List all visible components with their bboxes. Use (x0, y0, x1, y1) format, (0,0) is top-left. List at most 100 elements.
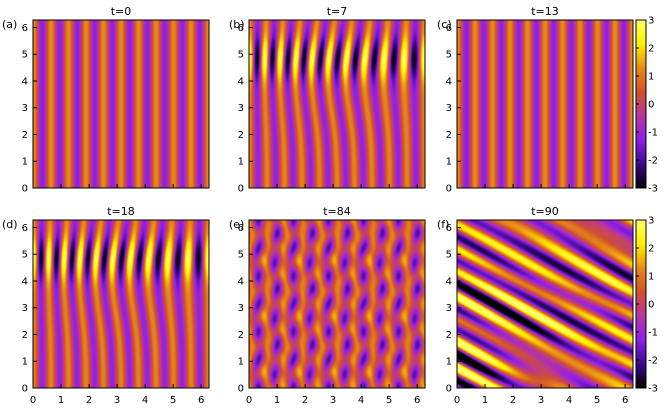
panel-title: t=13 (531, 5, 559, 18)
x-tick-label: 3 (538, 395, 544, 406)
y-tick-label: 5 (238, 50, 244, 61)
plot-frame (248, 19, 426, 189)
y-tick-label: 6 (22, 223, 28, 234)
colorbar-tick-label: -1 (648, 128, 658, 139)
x-tick-label: 1 (274, 395, 280, 406)
y-tick-label: 0 (238, 384, 244, 395)
plot-frame (456, 19, 634, 189)
panel-a: t=0 (a) 0 1 2 3 4 5 6 (2, 5, 210, 195)
colorbar-tick-label: -3 (648, 384, 658, 395)
y-tick-label: 0 (238, 184, 244, 195)
x-tick-label: 1 (482, 395, 488, 406)
y-tick-label: 6 (446, 223, 452, 234)
x-tick-label: 3 (114, 395, 120, 406)
plot-frame (456, 219, 634, 389)
x-tick-label: 0 (454, 395, 460, 406)
y-tick-label: 1 (238, 357, 244, 368)
x-tick-label: 5 (386, 395, 392, 406)
panel-c: t=13 (c) 0 1 2 3 4 5 6 (437, 5, 634, 195)
heatmap-image (249, 20, 425, 188)
y-tick-label: 2 (238, 330, 244, 341)
heatmap-image (33, 220, 209, 388)
y-tick-label: 6 (446, 23, 452, 34)
panel-d: t=18 (d) 0 1 2 3 4 5 6 0 1 2 3 4 5 6 (2, 205, 210, 406)
y-tick-label: 1 (238, 157, 244, 168)
colorbar-tick-label: 3 (648, 16, 654, 27)
panel-b: t=7 (b) 0 1 2 3 4 5 6 (229, 5, 426, 195)
y-tick-label: 3 (446, 303, 452, 314)
y-tick-label: 1 (446, 157, 452, 168)
colorbar-tick-label: -3 (648, 184, 658, 195)
colorbar: 3 2 1 0 -1 -2 -3 (635, 216, 658, 395)
y-tick-label: 3 (238, 303, 244, 314)
x-tick-label: 1 (58, 395, 64, 406)
y-tick-label: 1 (22, 357, 28, 368)
y-tick-label: 2 (238, 130, 244, 141)
y-tick-label: 4 (238, 76, 244, 87)
x-tick-label: 4 (142, 395, 148, 406)
x-tick-label: 6 (414, 395, 420, 406)
y-tick-label: 4 (238, 276, 244, 287)
colorbar-gradient (636, 20, 646, 188)
y-tick-label: 1 (446, 357, 452, 368)
panel-label: (b) (229, 18, 245, 31)
y-tick-label: 3 (22, 303, 28, 314)
panel-label: (a) (2, 18, 17, 31)
y-tick-label: 0 (22, 384, 28, 395)
y-tick-label: 5 (22, 50, 28, 61)
x-tick-label: 2 (302, 395, 308, 406)
x-tick-label: 4 (358, 395, 364, 406)
colorbar-tick-label: -2 (648, 156, 658, 167)
colorbar: 3 2 1 0 -1 -2 -3 (635, 16, 658, 195)
y-tick-label: 0 (22, 184, 28, 195)
y-tick-label: 2 (22, 330, 28, 341)
panel-label: (e) (229, 218, 244, 231)
panel-label: (f) (437, 218, 449, 231)
plot-frame (32, 19, 210, 189)
x-tick-label: 3 (330, 395, 336, 406)
panel-label: (d) (2, 218, 18, 231)
panel-label: (c) (437, 18, 452, 31)
x-tick-label: 0 (246, 395, 252, 406)
heatmap-image (249, 220, 425, 388)
colorbar-tick-label: 1 (648, 272, 654, 283)
y-tick-label: 3 (446, 103, 452, 114)
panel-title: t=18 (107, 205, 135, 218)
panel-title: t=7 (327, 5, 348, 18)
colorbar-tick-label: -1 (648, 328, 658, 339)
y-tick-label: 4 (22, 76, 28, 87)
plot-frame (248, 219, 426, 389)
y-tick-label: 4 (22, 276, 28, 287)
y-tick-label: 3 (238, 103, 244, 114)
y-tick-label: 3 (22, 103, 28, 114)
y-tick-label: 2 (446, 130, 452, 141)
heatmap-image (457, 220, 633, 388)
x-tick-label: 4 (566, 395, 572, 406)
y-tick-label: 5 (22, 250, 28, 261)
x-tick-label: 2 (86, 395, 92, 406)
plot-frame (32, 219, 210, 389)
x-tick-label: 2 (510, 395, 516, 406)
panel-e: t=84 (e) 0 1 2 3 4 5 6 0 1 2 3 4 5 6 (229, 205, 426, 406)
y-tick-label: 5 (446, 250, 452, 261)
y-tick-label: 6 (238, 23, 244, 34)
panel-title: t=90 (531, 205, 559, 218)
heatmap-image (33, 20, 209, 188)
x-tick-label: 5 (594, 395, 600, 406)
colorbar-tick-label: 0 (648, 300, 654, 311)
y-tick-label: 0 (446, 184, 452, 195)
y-tick-label: 2 (446, 330, 452, 341)
x-tick-label: 5 (170, 395, 176, 406)
y-tick-label: 4 (446, 76, 452, 87)
colorbar-tick-label: -2 (648, 356, 658, 367)
colorbar-tick-label: 2 (648, 44, 654, 55)
colorbar-tick-label: 0 (648, 100, 654, 111)
colorbar-tick-label: 2 (648, 244, 654, 255)
heatmap-image (457, 20, 633, 188)
panel-title: t=0 (111, 5, 132, 18)
y-tick-label: 6 (22, 23, 28, 34)
colorbar-tick-label: 1 (648, 72, 654, 83)
panel-f: t=90 (f) 0 1 2 3 4 5 6 0 1 2 3 4 5 6 (437, 205, 634, 406)
y-tick-label: 4 (446, 276, 452, 287)
